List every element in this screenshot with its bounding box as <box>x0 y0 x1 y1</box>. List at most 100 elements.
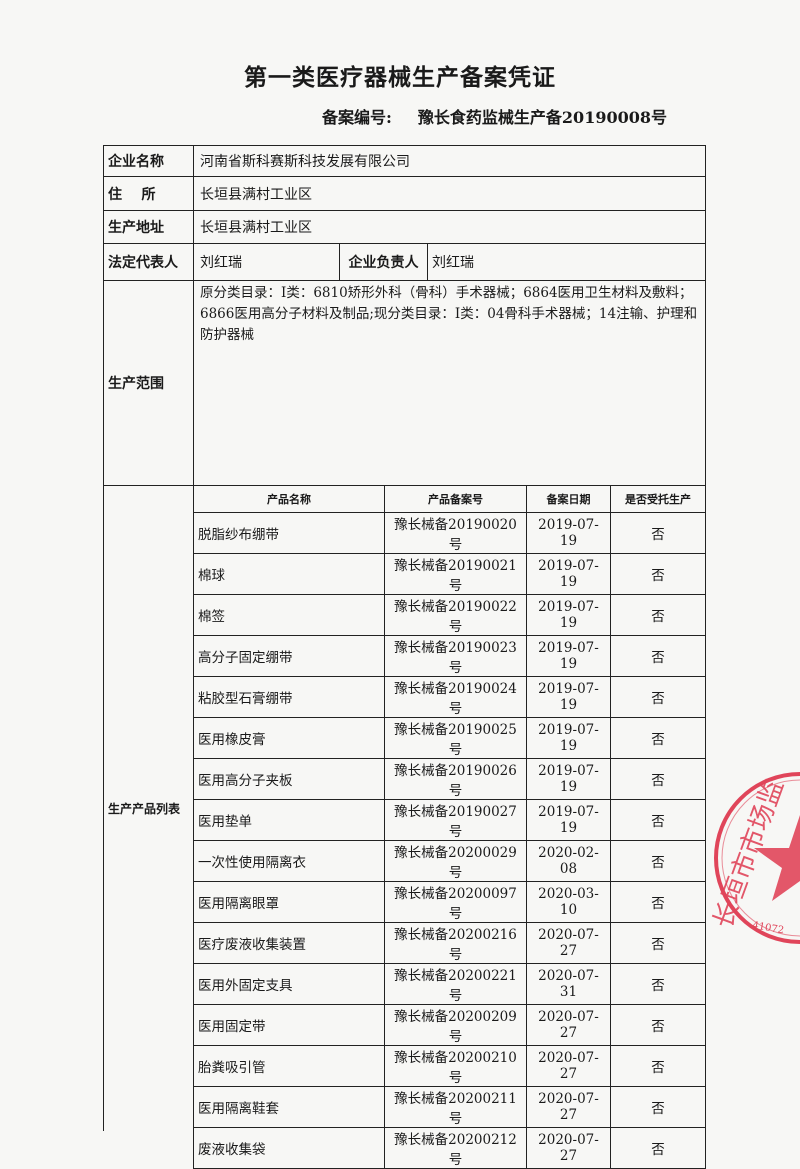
is-entrusted: 否 <box>610 922 706 964</box>
record-date: 2019-07-19 <box>526 635 611 677</box>
record-no: 豫长械备20200210号 <box>384 1045 527 1087</box>
record-no: 豫长械备20190026号 <box>384 758 527 800</box>
product-name: 高分子固定绷带 <box>193 635 385 677</box>
record-no: 豫长械备20190027号 <box>384 799 527 841</box>
table-row: 高分子固定绷带 豫长械备20190023号 2019-07-19 否 <box>193 635 706 677</box>
record-date: 2020-07-27 <box>526 1004 611 1046</box>
record-number: 备案编号: 豫长食药监械生产备20190008号 <box>322 104 693 128</box>
table-row: 一次性使用隔离衣 豫长械备20200029号 2020-02-08 否 <box>193 840 706 882</box>
is-entrusted: 否 <box>610 1086 706 1128</box>
column-header: 是否受托生产 <box>610 485 706 513</box>
record-no: 豫长械备20200212号 <box>384 1127 527 1169</box>
is-entrusted: 否 <box>610 594 706 636</box>
record-no: 豫长械备20200029号 <box>384 840 527 882</box>
record-no: 豫长械备20190021号 <box>384 553 527 595</box>
svg-text:41072: 41072 <box>751 920 784 936</box>
product-name: 医用隔离鞋套 <box>193 1086 385 1128</box>
label: 生产地址 <box>104 211 194 243</box>
table-row: 粘胶型石膏绷带 豫长械备20190024号 2019-07-19 否 <box>193 676 706 718</box>
product-name: 粘胶型石膏绷带 <box>193 676 385 718</box>
table-row: 棉球 豫长械备20190021号 2019-07-19 否 <box>193 553 706 595</box>
label: 法定代表人 <box>104 244 194 280</box>
table-row: 废液收集袋 豫长械备20200212号 2020-07-27 否 <box>193 1127 706 1169</box>
record-no: 豫长械备20200221号 <box>384 963 527 1005</box>
official-seal: 长垣市市场监 41072 <box>708 772 800 944</box>
record-date: 2019-07-19 <box>526 553 611 595</box>
record-no: 豫长械备20200209号 <box>384 1004 527 1046</box>
company-name: 河南省斯科赛斯科技发展有限公司 <box>200 154 410 170</box>
is-entrusted: 否 <box>610 1045 706 1087</box>
product-name: 医用橡皮膏 <box>193 717 385 759</box>
product-name: 医用隔离眼罩 <box>193 881 385 923</box>
record-no: 豫长械备20200097号 <box>384 881 527 923</box>
record-no: 豫长械备20190024号 <box>384 676 527 718</box>
record-date: 2020-07-27 <box>526 1086 611 1128</box>
record-number-label: 备案编号: <box>322 108 392 127</box>
table-row: 医用隔离眼罩 豫长械备20200097号 2020-03-10 否 <box>193 881 706 923</box>
record-date: 2019-07-19 <box>526 594 611 636</box>
label: 企业名称 <box>104 146 194 176</box>
record-date: 2020-02-08 <box>526 840 611 882</box>
product-name: 棉球 <box>193 553 385 595</box>
is-entrusted: 否 <box>610 799 706 841</box>
table-row: 医用隔离鞋套 豫长械备20200211号 2020-07-27 否 <box>193 1086 706 1128</box>
is-entrusted: 否 <box>610 1004 706 1046</box>
record-date: 2020-07-27 <box>526 1045 611 1087</box>
record-date: 2019-07-19 <box>526 676 611 718</box>
record-date: 2020-07-31 <box>526 963 611 1005</box>
record-date: 2019-07-19 <box>526 799 611 841</box>
record-no: 豫长械备20190023号 <box>384 635 527 677</box>
row-legal-rep: 法定代表人 刘红瑞 企业负责人 刘红瑞 <box>103 243 706 280</box>
is-entrusted: 否 <box>610 676 706 718</box>
page-title: 第一类医疗器械生产备案凭证 <box>244 64 556 91</box>
table-row: 医用橡皮膏 豫长械备20190025号 2019-07-19 否 <box>193 717 706 759</box>
record-date: 2019-07-19 <box>526 512 611 554</box>
product-name: 医用外固定支具 <box>193 963 385 1005</box>
production-address: 长垣县满村工业区 <box>200 220 312 236</box>
product-name: 医用垫单 <box>193 799 385 841</box>
row-company-name: 企业名称 河南省斯科赛斯科技发展有限公司 <box>103 145 706 176</box>
product-name: 医疗废液收集装置 <box>193 922 385 964</box>
label: 生产范围 <box>104 281 194 485</box>
record-no: 豫长械备20190025号 <box>384 717 527 759</box>
is-entrusted: 否 <box>610 512 706 554</box>
product-name: 胎粪吸引管 <box>193 1045 385 1087</box>
record-no: 豫长械备20200216号 <box>384 922 527 964</box>
legal-rep: 刘红瑞 <box>200 255 242 271</box>
is-entrusted: 否 <box>610 758 706 800</box>
product-name: 脱脂纱布绷带 <box>193 512 385 554</box>
product-name: 一次性使用隔离衣 <box>193 840 385 882</box>
row-address: 住 所 长垣县满村工业区 <box>103 176 706 210</box>
company-head: 刘红瑞 <box>432 255 474 271</box>
product-name: 废液收集袋 <box>193 1127 385 1169</box>
record-no: 豫长械备20190022号 <box>384 594 527 636</box>
record-number-value: 豫长食药监械生产备20190008号 <box>417 108 667 127</box>
record-no: 豫长械备20200211号 <box>384 1086 527 1128</box>
address: 长垣县满村工业区 <box>200 186 312 203</box>
table-row: 棉签 豫长械备20190022号 2019-07-19 否 <box>193 594 706 636</box>
table-row: 胎粪吸引管 豫长械备20200210号 2020-07-27 否 <box>193 1045 706 1087</box>
record-date: 2020-07-27 <box>526 1127 611 1169</box>
record-date: 2019-07-19 <box>526 717 611 759</box>
is-entrusted: 否 <box>610 840 706 882</box>
is-entrusted: 否 <box>610 1127 706 1169</box>
product-name: 医用固定带 <box>193 1004 385 1046</box>
table-row: 医用垫单 豫长械备20190027号 2019-07-19 否 <box>193 799 706 841</box>
is-entrusted: 否 <box>610 553 706 595</box>
product-name: 棉签 <box>193 594 385 636</box>
label: 企业负责人 <box>339 244 428 280</box>
label: 生产产品列表 <box>104 486 194 1131</box>
is-entrusted: 否 <box>610 963 706 1005</box>
column-header: 产品名称 <box>193 485 385 513</box>
table-row: 医疗废液收集装置 豫长械备20200216号 2020-07-27 否 <box>193 922 706 964</box>
product-name: 医用高分子夹板 <box>193 758 385 800</box>
is-entrusted: 否 <box>610 881 706 923</box>
scope-text: 原分类目录：Ⅰ类：6810矫形外科（骨科）手术器械；6864医用卫生材料及敷料；… <box>200 285 698 343</box>
table-row: 脱脂纱布绷带 豫长械备20190020号 2019-07-19 否 <box>193 512 706 554</box>
column-header: 备案日期 <box>526 485 611 513</box>
record-no: 豫长械备20190020号 <box>384 512 527 554</box>
record-date: 2020-03-10 <box>526 881 611 923</box>
product-table: 产品名称 产品备案号 备案日期 是否受托生产 脱脂纱布绷带 豫长械备2019002… <box>193 485 706 1169</box>
table-row: 医用固定带 豫长械备20200209号 2020-07-27 否 <box>193 1004 706 1046</box>
table-row: 医用外固定支具 豫长械备20200221号 2020-07-31 否 <box>193 963 706 1005</box>
